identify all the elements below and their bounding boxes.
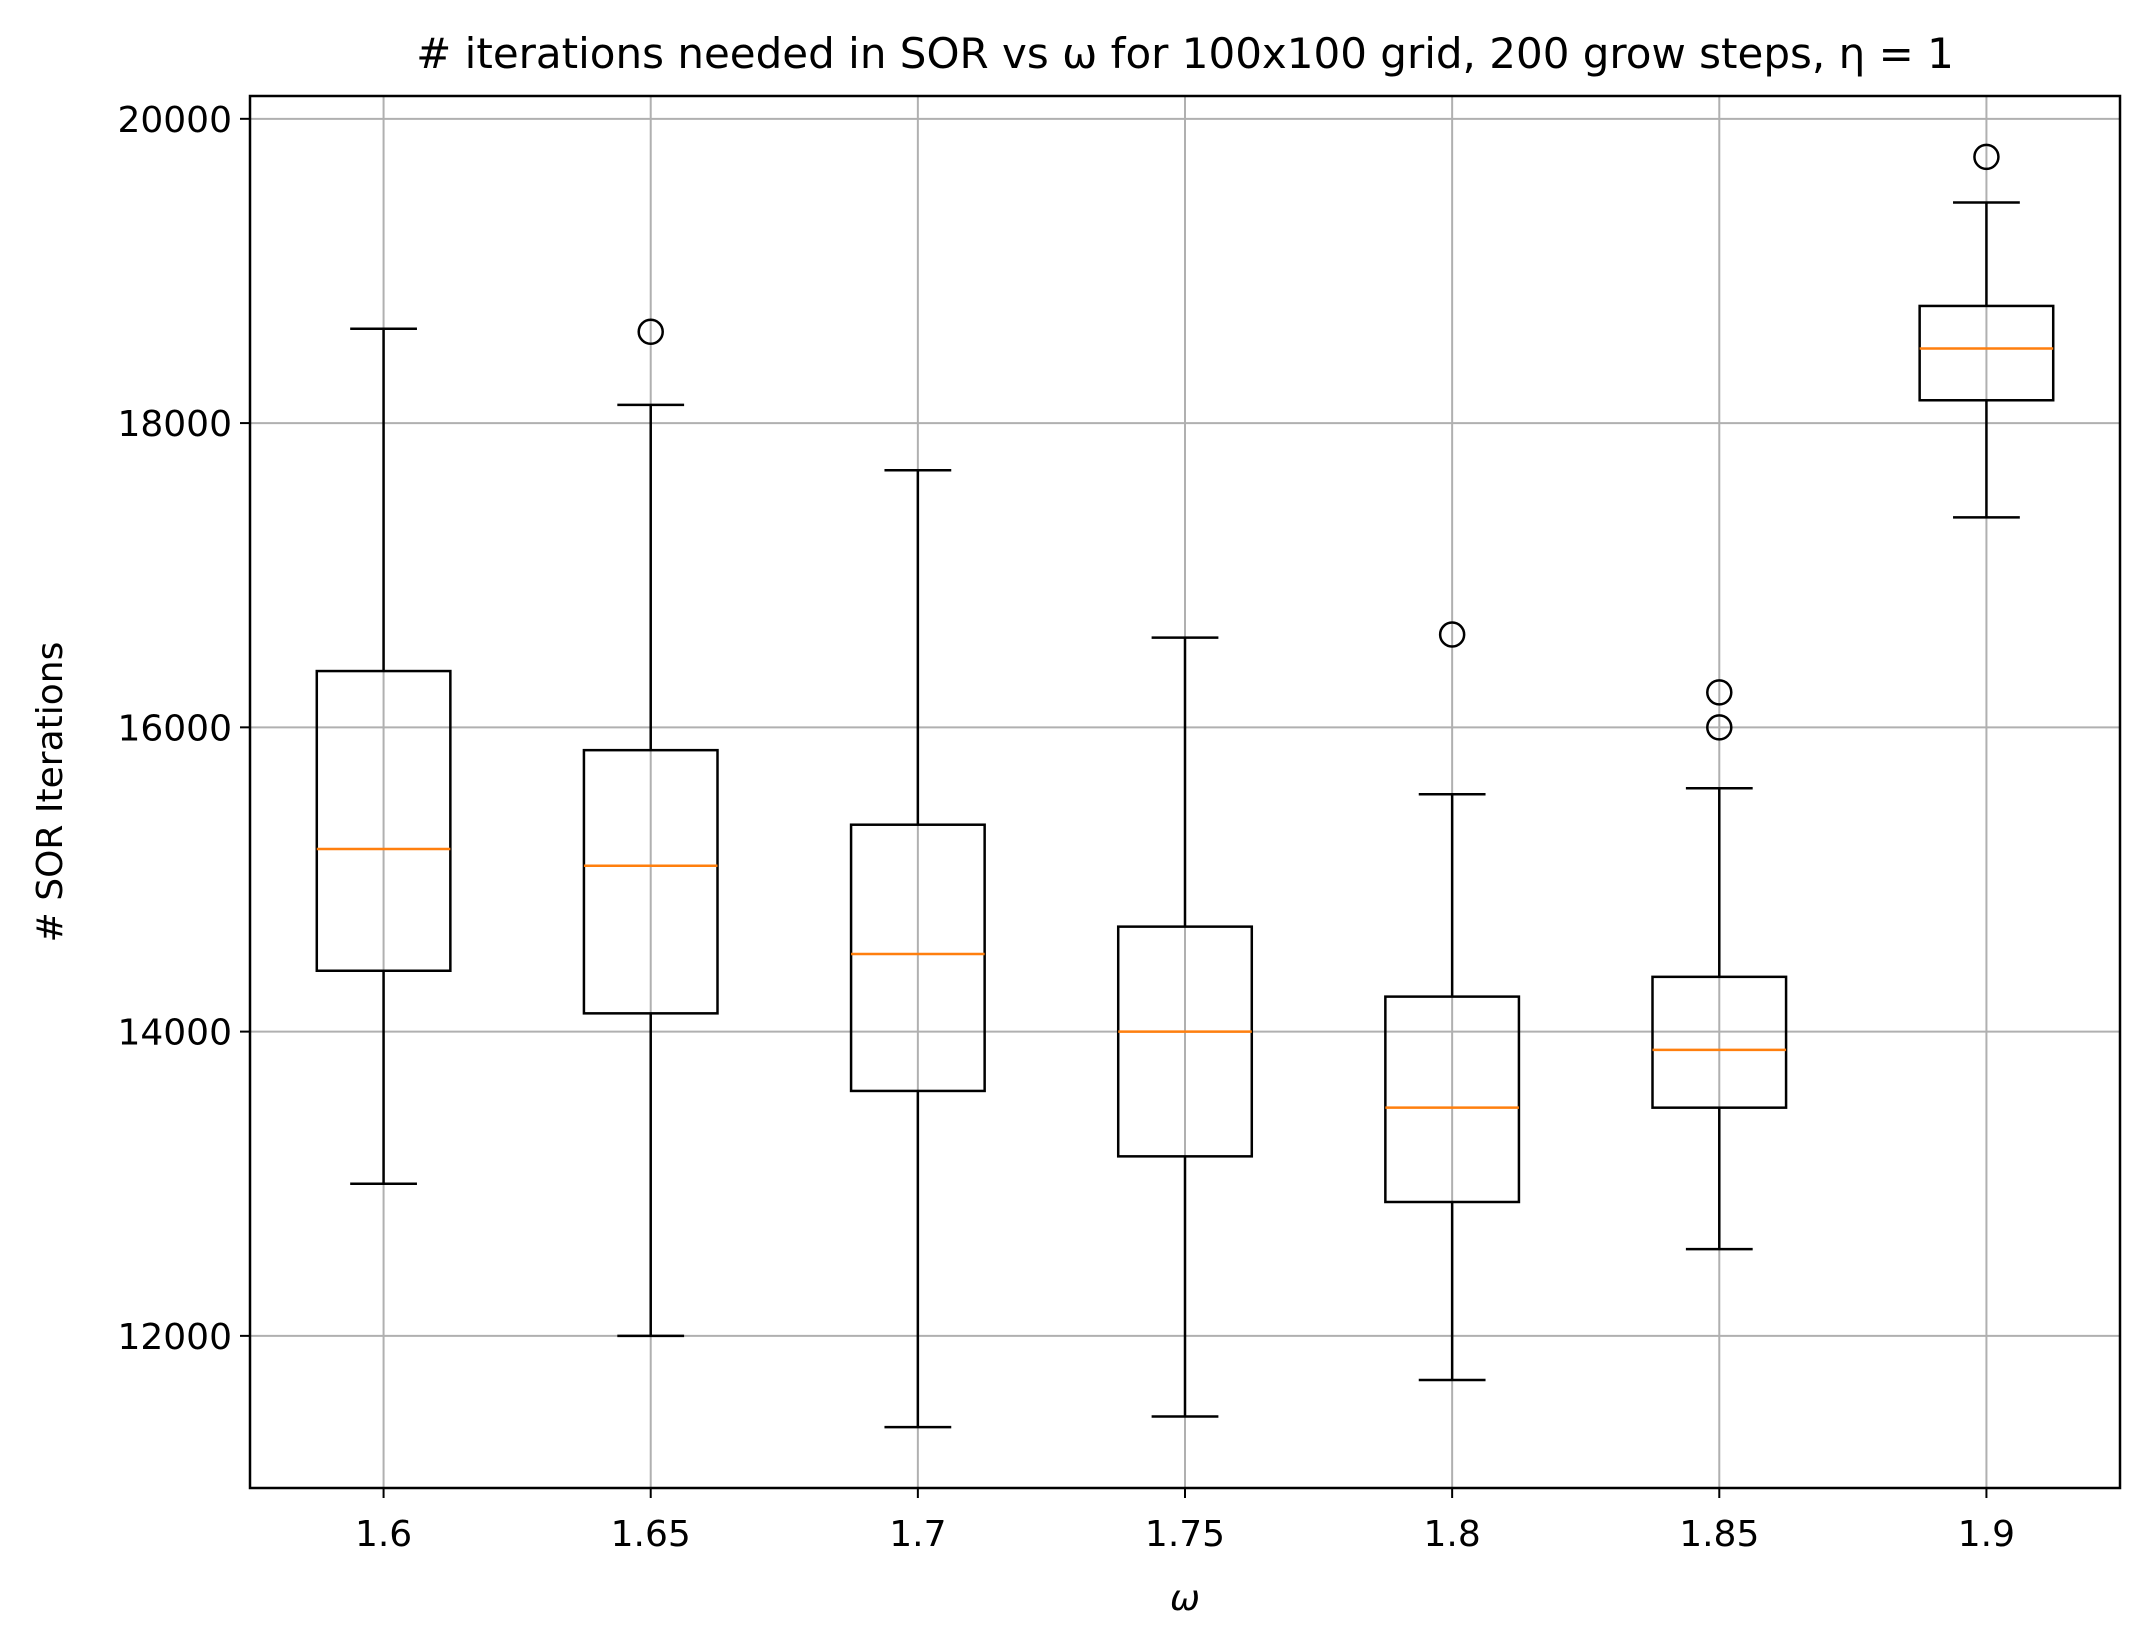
outlier-point bbox=[1706, 679, 1733, 706]
x-tick-label: 1.75 bbox=[1145, 1514, 1225, 1555]
box-iqr bbox=[315, 669, 452, 973]
x-tick-label: 1.9 bbox=[1958, 1514, 2015, 1555]
outlier-point bbox=[637, 318, 664, 346]
y-tick-label: 16000 bbox=[117, 708, 232, 749]
outlier-point bbox=[1438, 621, 1466, 648]
box-iqr bbox=[1918, 304, 2055, 402]
box-1.85 bbox=[1651, 679, 1788, 1251]
box-1.7 bbox=[849, 468, 986, 1429]
y-tick-label: 20000 bbox=[117, 100, 232, 141]
x-tick-label: 1.7 bbox=[889, 1514, 946, 1555]
x-tick-label: 1.8 bbox=[1424, 1514, 1481, 1555]
box-1.65 bbox=[582, 318, 719, 1338]
box-1.6 bbox=[315, 327, 452, 1185]
box-1.75 bbox=[1116, 636, 1254, 1418]
y-tick-label: 18000 bbox=[117, 404, 232, 445]
y-axis-ticks: 12000 14000 16000 18000 20000 bbox=[117, 100, 250, 1358]
y-axis-title: # SOR Iterations bbox=[30, 642, 71, 943]
outlier-point bbox=[1973, 143, 2000, 171]
x-tick-label: 1.65 bbox=[611, 1514, 691, 1555]
box-iqr bbox=[1116, 925, 1254, 1158]
outlier-point bbox=[1706, 714, 1733, 741]
y-tick-label: 12000 bbox=[117, 1317, 232, 1358]
y-tick-label: 14000 bbox=[117, 1013, 232, 1054]
x-axis-ticks: 1.6 1.65 1.7 1.75 1.8 1.85 1.9 bbox=[355, 1488, 2015, 1555]
chart-title: # iterations needed in SOR vs ω for 100x… bbox=[416, 29, 1954, 78]
box-1.9 bbox=[1918, 143, 2055, 519]
box-iqr bbox=[582, 748, 719, 1015]
box-1.8 bbox=[1384, 621, 1521, 1382]
x-axis-title: ω bbox=[1170, 1578, 1200, 1619]
box-iqr bbox=[1651, 975, 1788, 1109]
x-tick-label: 1.85 bbox=[1679, 1514, 1759, 1555]
box-iqr bbox=[849, 823, 986, 1093]
box-series bbox=[315, 143, 2055, 1429]
x-tick-label: 1.6 bbox=[355, 1514, 412, 1555]
box-iqr bbox=[1384, 995, 1521, 1204]
